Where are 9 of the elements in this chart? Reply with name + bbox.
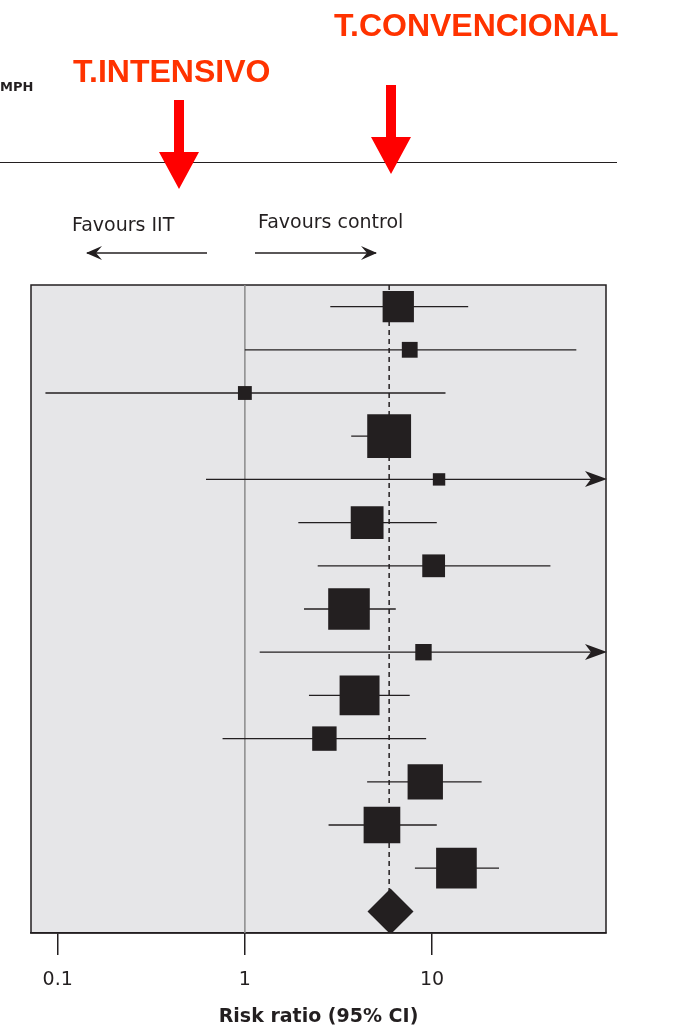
text: T.CONVENCIONAL <box>334 7 619 43</box>
text: T.INTENSIVO <box>73 53 271 89</box>
x-axis-title: Risk ratio (95% CI) <box>218 1003 419 1026</box>
x-tick-label: 10 <box>419 967 445 990</box>
x-tick-label: 0.1 <box>42 967 73 990</box>
text: Favours control <box>258 210 404 232</box>
text: MPH <box>0 79 34 94</box>
x-tick-label: 1 <box>238 967 251 990</box>
text: Favours IIT <box>72 213 175 235</box>
